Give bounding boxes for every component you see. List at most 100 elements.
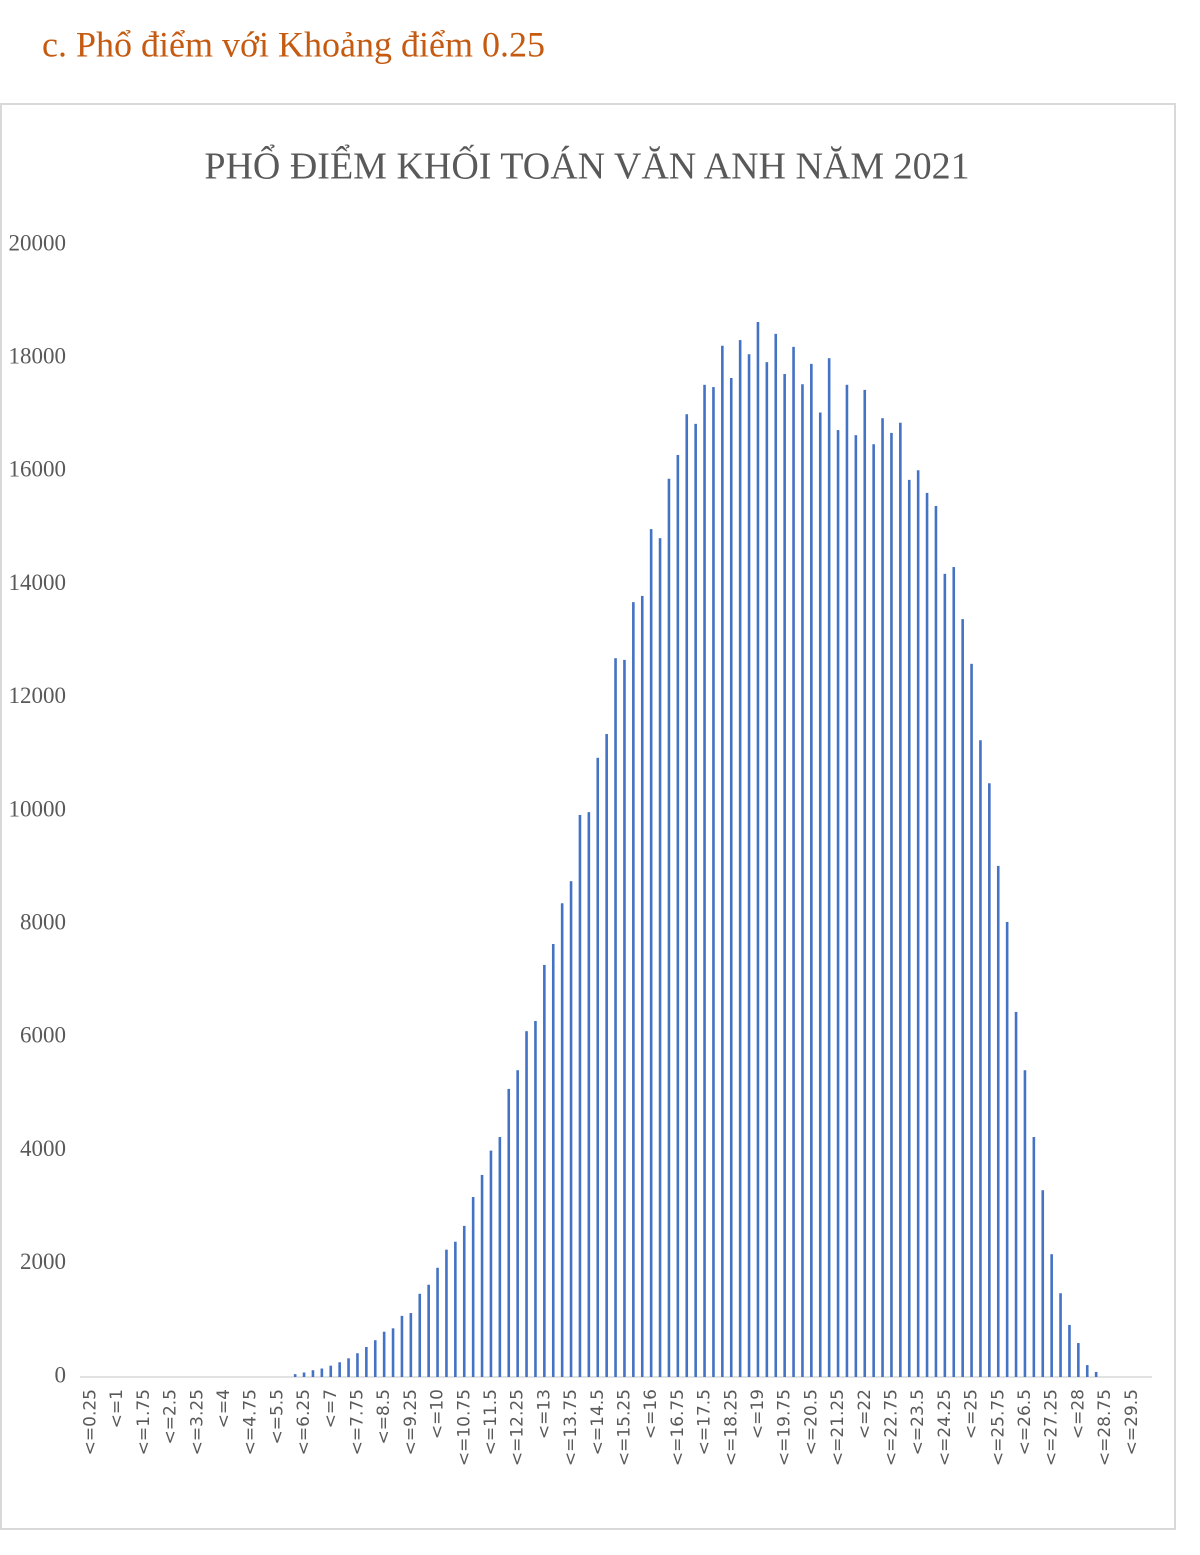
- x-tick-label: <=4: [214, 1389, 234, 1428]
- bar: [543, 964, 546, 1377]
- bar: [454, 1241, 457, 1377]
- bar: [988, 783, 991, 1377]
- bar: [1059, 1293, 1062, 1377]
- bar: [409, 1313, 413, 1377]
- x-tick-label: <=7.75: [347, 1389, 367, 1455]
- x-tick-label: <=19: [748, 1389, 768, 1439]
- x-tick-label: <=10: [428, 1389, 448, 1439]
- bar: [498, 1137, 502, 1377]
- bar: [471, 1197, 475, 1377]
- bar: [792, 346, 795, 1377]
- bar: [872, 444, 875, 1377]
- x-tick-label: <=1: [107, 1389, 127, 1428]
- x-tick-label: <=6.25: [294, 1389, 314, 1455]
- bar: [899, 422, 902, 1377]
- x-tick-label: <=29.5: [1122, 1389, 1142, 1455]
- x-tick-label: <=12.25: [508, 1389, 528, 1466]
- bar: [391, 1328, 395, 1377]
- x-tick-label: <=0.25: [80, 1389, 100, 1455]
- bar: [445, 1249, 448, 1377]
- chart-border: [0, 103, 1176, 1530]
- bar: [783, 374, 786, 1378]
- bar: [507, 1088, 511, 1377]
- bar: [943, 573, 947, 1377]
- x-tick-label: <=27.25: [1042, 1389, 1062, 1466]
- bar: [427, 1284, 430, 1377]
- bar: [489, 1150, 493, 1377]
- bar: [632, 602, 635, 1377]
- bar: [818, 412, 822, 1377]
- bar: [979, 740, 982, 1377]
- bar: [916, 470, 920, 1377]
- bar: [756, 321, 760, 1377]
- x-tick-label: <=15.25: [614, 1389, 634, 1466]
- bar: [1068, 1324, 1071, 1377]
- x-tick-label: <=9.25: [401, 1389, 421, 1455]
- bar: [516, 1070, 519, 1377]
- x-tick-label: <=13.75: [561, 1389, 581, 1466]
- y-tick-label: 18000: [9, 343, 67, 368]
- bar: [747, 354, 751, 1377]
- bar: [382, 1331, 386, 1377]
- bar: [596, 757, 600, 1377]
- x-tick-label: <=23.5: [908, 1389, 928, 1455]
- bar: [400, 1315, 404, 1377]
- bar: [1041, 1190, 1045, 1377]
- bar: [373, 1340, 377, 1377]
- bar: [881, 418, 884, 1377]
- y-tick-label: 2000: [20, 1249, 66, 1274]
- x-tick-label: <=19.75: [775, 1389, 795, 1466]
- bar: [649, 529, 653, 1377]
- bar: [311, 1370, 315, 1377]
- bar: [836, 430, 840, 1377]
- bar: [996, 865, 1000, 1377]
- x-tick-label: <=11.5: [481, 1389, 501, 1455]
- bar: [302, 1372, 306, 1377]
- x-tick-label: <=26.5: [1015, 1389, 1035, 1455]
- bar: [810, 363, 813, 1377]
- bar: [694, 423, 697, 1378]
- bar: [685, 414, 689, 1377]
- bar: [721, 345, 724, 1377]
- heading: c. Phổ điểm với Khoảng điểm 0.25: [42, 24, 545, 64]
- bar: [320, 1368, 324, 1377]
- y-tick-label: 4000: [20, 1136, 66, 1161]
- bar: [329, 1365, 333, 1377]
- bar: [418, 1293, 422, 1377]
- bar: [676, 454, 680, 1378]
- bar: [712, 387, 715, 1377]
- bar: [1023, 1070, 1027, 1377]
- x-tick-label: <=13: [534, 1389, 554, 1439]
- bar: [1050, 1254, 1053, 1377]
- bar: [347, 1358, 350, 1377]
- bar: [845, 384, 849, 1377]
- bar: [703, 384, 706, 1377]
- bar: [534, 1020, 537, 1377]
- x-tick-label: <=28.75: [1095, 1389, 1115, 1466]
- bar: [729, 378, 733, 1377]
- x-tick-label: <=25.75: [988, 1389, 1008, 1466]
- bar: [640, 595, 644, 1377]
- bar: [1005, 921, 1009, 1377]
- bar: [1085, 1365, 1089, 1377]
- bar: [614, 658, 617, 1377]
- bar: [480, 1174, 484, 1377]
- x-tick-label: <=22: [855, 1389, 875, 1439]
- bar: [525, 1031, 528, 1377]
- y-tick-label: 14000: [9, 570, 67, 595]
- bar: [765, 362, 769, 1377]
- bar: [658, 538, 662, 1377]
- x-tick-label: <=14.5: [588, 1389, 608, 1455]
- x-tick-label: <=3.25: [187, 1389, 207, 1455]
- bar: [293, 1374, 297, 1377]
- bar: [925, 492, 929, 1378]
- bar: [569, 881, 573, 1377]
- bar: [356, 1353, 359, 1377]
- bar: [801, 384, 804, 1378]
- x-tick-label: <=16: [641, 1389, 661, 1439]
- y-tick-label: 16000: [9, 457, 67, 482]
- bar: [587, 812, 591, 1377]
- y-tick-label: 20000: [9, 230, 67, 255]
